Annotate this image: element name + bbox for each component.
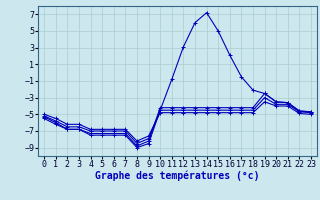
- X-axis label: Graphe des températures (°c): Graphe des températures (°c): [95, 171, 260, 181]
